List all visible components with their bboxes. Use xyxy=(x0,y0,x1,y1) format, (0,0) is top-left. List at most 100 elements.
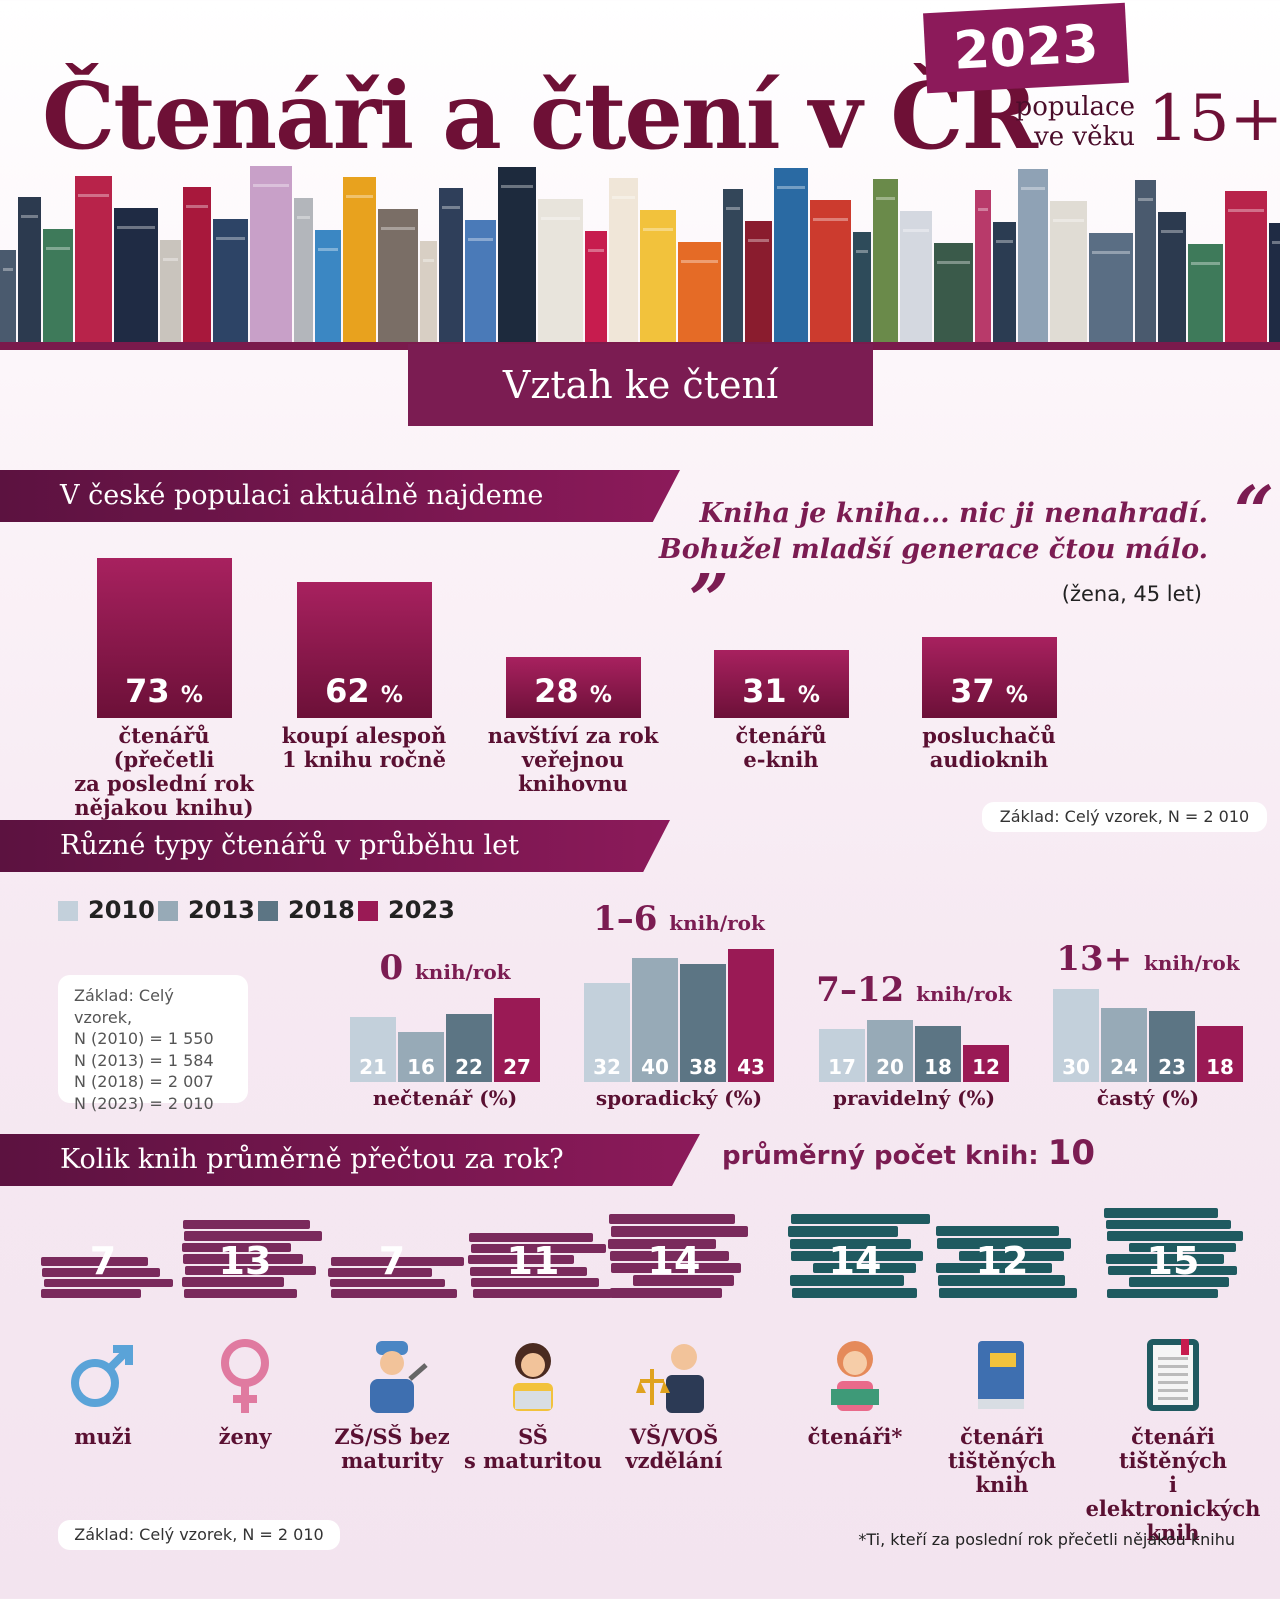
share-bar-label: koupí alespoň 1 knihu ročně xyxy=(269,724,459,772)
reader-type-group-title: 0 knih/rok xyxy=(330,948,560,988)
book-spine xyxy=(1188,244,1223,345)
reader-type-bar: 24 xyxy=(1101,1008,1147,1082)
book-stack-label-line: tištěných xyxy=(947,1448,1057,1473)
share-bar-value: 31 % xyxy=(742,672,820,710)
quote-line1: Kniha je kniha... nic ji nenahradí. xyxy=(699,498,1208,529)
reader-type-group-title: 7–12 knih/rok xyxy=(799,970,1029,1010)
reader-type-group-title: 1–6 knih/rok xyxy=(564,899,794,939)
printed-book-icon xyxy=(978,1341,1024,1409)
book-stack-book xyxy=(939,1287,1077,1298)
book-stack-value: 14 xyxy=(647,1239,701,1283)
share-bar-label: posluchačů audioknih xyxy=(894,724,1084,772)
share-bar: 62 % xyxy=(296,582,432,718)
legend-label: 2013 xyxy=(188,896,255,924)
reader-type-bar-value: 21 xyxy=(359,1055,387,1079)
book-spine-stripe xyxy=(777,186,805,189)
book-spine-stripe xyxy=(117,226,155,229)
book-stack-book xyxy=(936,1263,1052,1274)
share-bar-unit: % xyxy=(797,683,820,708)
reader-type-bar: 21 xyxy=(350,1017,396,1082)
girl-reading-icon xyxy=(831,1341,879,1411)
book-spine xyxy=(1089,233,1133,345)
book-stack-book xyxy=(1106,1288,1218,1298)
age-label: 15+ xyxy=(1148,82,1280,156)
share-bar-label-line: čtenářů (přečetli xyxy=(113,723,215,772)
book-spine xyxy=(640,210,676,345)
book-stack-value: 12 xyxy=(975,1239,1029,1283)
book-spine xyxy=(934,243,973,345)
reader-type-bar: 16 xyxy=(398,1032,444,1082)
reader-type-group-range: 7–12 xyxy=(816,970,917,1010)
book-spine-stripe xyxy=(813,218,848,221)
book-stack-book xyxy=(182,1220,310,1230)
book-stack-book xyxy=(1107,1265,1237,1275)
book-stack-book xyxy=(1106,1254,1224,1264)
book-spine xyxy=(343,177,376,345)
male-symbol-icon xyxy=(71,1345,133,1407)
book-stack-book xyxy=(1105,1219,1231,1229)
book-stack-book xyxy=(328,1267,432,1277)
legend-swatch xyxy=(358,901,378,921)
book-stack-book xyxy=(791,1250,923,1262)
book-stack-book xyxy=(958,1250,1064,1261)
share-bar-label-line: navštíví za rok xyxy=(487,723,659,748)
share-bar-value: 37 % xyxy=(950,672,1028,710)
share-bar: 73 % xyxy=(96,558,232,718)
book-spine-stripe xyxy=(381,227,415,230)
book-spine xyxy=(378,209,418,345)
book-spine xyxy=(1050,201,1087,345)
reader-type-bar-value: 22 xyxy=(455,1055,483,1079)
book-spine xyxy=(1269,223,1280,345)
share-bar-label-line: koupí alespoň xyxy=(281,723,447,748)
book-stack-value: 7 xyxy=(378,1239,406,1283)
share-bar-unit: % xyxy=(1005,683,1028,708)
book-stack-value: 13 xyxy=(218,1239,272,1283)
book-spine-stripe xyxy=(726,207,740,210)
book-stack-value: 15 xyxy=(1146,1239,1200,1283)
reader-type-bar: 43 xyxy=(728,949,774,1082)
book-stack-book xyxy=(331,1289,457,1298)
section-banner: Vztah ke čtení xyxy=(408,344,873,426)
base-note-line: N (2023) = 2 010 xyxy=(74,1093,214,1113)
section3-heading: Kolik knih průměrně přečtou za rok? xyxy=(0,1134,700,1186)
reader-type-group-title: 13+ knih/rok xyxy=(1033,939,1263,979)
worker-icon xyxy=(370,1341,428,1413)
book-stack-book xyxy=(42,1267,160,1277)
book-stack-book xyxy=(183,1254,303,1264)
book-spine xyxy=(873,179,898,345)
reader-share-chart: 73 % čtenářů (přečetli za poslední rok něja… xyxy=(0,540,1280,820)
book-stack-book xyxy=(472,1288,612,1298)
base-note-line: N (2010) = 1 550 xyxy=(74,1029,214,1048)
share-bar-label-line: 1 knihu ročně xyxy=(281,747,447,772)
legend-label: 2010 xyxy=(88,896,155,924)
female-symbol-icon xyxy=(221,1339,269,1413)
book-spine-stripe xyxy=(996,240,1013,243)
book-spine-stripe xyxy=(186,205,208,208)
population-line2: ve věku xyxy=(1034,122,1135,152)
reader-type-group-label: častý (%) xyxy=(1096,1086,1200,1110)
book-stack-book xyxy=(935,1226,1059,1237)
share-bar-label: navštíví za rok veřejnou knihovnu xyxy=(478,724,668,796)
book-stack-label: ZŠ/SŠ bez maturity xyxy=(300,1425,484,1473)
book-spine-stripe xyxy=(21,215,38,218)
section2-base-note: Základ: Celý vzorek, N (2010) = 1 550 N (2… xyxy=(58,975,248,1113)
book-spine xyxy=(0,250,16,345)
book-stack-label-line: čtenáři tištěných xyxy=(1118,1424,1228,1473)
share-bar-unit: % xyxy=(180,683,203,708)
book-spine-stripe xyxy=(1092,251,1130,254)
book-stack-label-line: čtenáři xyxy=(960,1424,1044,1449)
book-spine xyxy=(160,240,181,345)
woman-laptop-icon xyxy=(513,1343,553,1411)
book-stack-value: 11 xyxy=(506,1239,560,1283)
book-spine-stripe xyxy=(468,238,493,241)
section1-base-note: Základ: Celý vzorek, N = 2 010 xyxy=(982,802,1267,832)
reader-type-bar-value: 17 xyxy=(828,1055,856,1079)
book-stack-book xyxy=(609,1214,735,1225)
section2-heading: Různé typy čtenářů v průběhu let xyxy=(0,820,670,872)
book-stack-label-line: i elektronických xyxy=(1085,1472,1261,1521)
average-books-label: průměrný počet knih: xyxy=(722,1141,1039,1171)
book-spine-stripe xyxy=(588,249,604,252)
book-spine xyxy=(294,198,313,345)
book-spine xyxy=(745,221,772,345)
book-stack-label: muži xyxy=(11,1425,195,1449)
